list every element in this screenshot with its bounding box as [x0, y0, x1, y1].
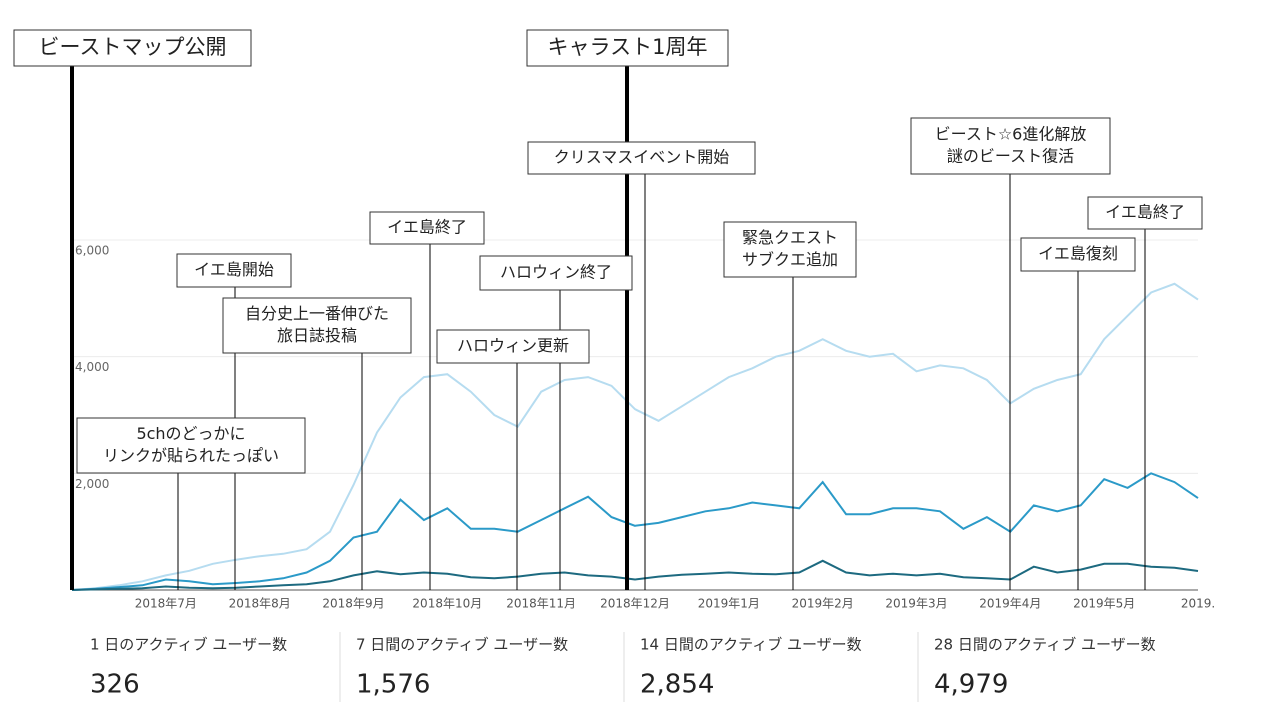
- metric-title: 28 日間のアクティブ ユーザー数: [934, 636, 1156, 654]
- x-tick-label: 2019年3月: [885, 597, 947, 611]
- y-tick-label: 6,000: [75, 244, 109, 258]
- x-tick-label: 2019年2月: [792, 597, 854, 611]
- annotation-text: 旅日誌投稿: [277, 326, 357, 345]
- annotation-box: [1020, 237, 1136, 272]
- x-tick-label: 2018年11月: [506, 597, 576, 611]
- annotation-box: [526, 29, 729, 67]
- series-line: [71, 559, 1199, 591]
- metric-value: 4,979: [934, 670, 1008, 700]
- annotation-text: イエ島終了: [1105, 203, 1185, 222]
- annotation-text: ビーストマップ公開: [39, 35, 227, 59]
- annotation-box: [369, 211, 485, 245]
- metric-title: 1 日のアクティブ ユーザー数: [90, 636, 287, 654]
- annotation-text: 5chのどっかに: [136, 424, 245, 443]
- metric-title: 14 日間のアクティブ ユーザー数: [640, 636, 862, 654]
- annotation-text: クリスマスイベント開始: [554, 148, 730, 167]
- x-tick-label: 2018年9月: [322, 597, 384, 611]
- x-tick-label: 2018年7月: [135, 597, 197, 611]
- series-line: [71, 472, 1199, 591]
- y-tick-label: 4,000: [75, 360, 109, 374]
- annotation-text: 自分史上一番伸びた: [245, 304, 389, 323]
- annotation-box: [910, 117, 1111, 175]
- metric-value: 1,576: [356, 670, 430, 700]
- annotation-text: サブクエ追加: [742, 250, 838, 269]
- annotation-text: キャラスト1周年: [548, 35, 708, 59]
- x-tick-label: 2019.: [1181, 597, 1215, 611]
- annotation-box: [1087, 196, 1203, 230]
- x-tick-label: 2018年10月: [412, 597, 482, 611]
- annotation-text: リンクが貼られたっぽい: [103, 446, 279, 465]
- annotation-text: ハロウィン終了: [500, 263, 612, 282]
- annotation-text: ビースト☆6進化解放: [935, 125, 1087, 144]
- x-tick-label: 2018年8月: [229, 597, 291, 611]
- y-tick-label: 2,000: [75, 477, 109, 491]
- annotation-text: ハロウィン更新: [457, 336, 569, 355]
- metric-title: 7 日間のアクティブ ユーザー数: [356, 636, 568, 654]
- annotation-box: [222, 297, 412, 354]
- metric-value: 2,854: [640, 670, 714, 700]
- annotation-text: 謎のビースト復活: [947, 147, 1074, 166]
- x-tick-label: 2018年12月: [600, 597, 670, 611]
- annotation-text: イエ島終了: [387, 218, 467, 237]
- annotation-box: [76, 417, 306, 474]
- metric-value: 326: [90, 670, 140, 700]
- x-tick-label: 2019年5月: [1073, 597, 1135, 611]
- annotation-box: [479, 255, 633, 291]
- annotation-box: [527, 141, 756, 175]
- annotation-text: イエ島開始: [194, 260, 274, 279]
- annotation-box: [13, 29, 252, 67]
- annotation-text: 緊急クエスト: [742, 228, 838, 247]
- annotation-box: [436, 329, 590, 364]
- annotation-text: イエ島復刻: [1038, 244, 1118, 263]
- annotation-box: [723, 221, 857, 278]
- annotation-box: [176, 253, 292, 288]
- x-tick-label: 2019年1月: [698, 597, 760, 611]
- x-tick-label: 2019年4月: [979, 597, 1041, 611]
